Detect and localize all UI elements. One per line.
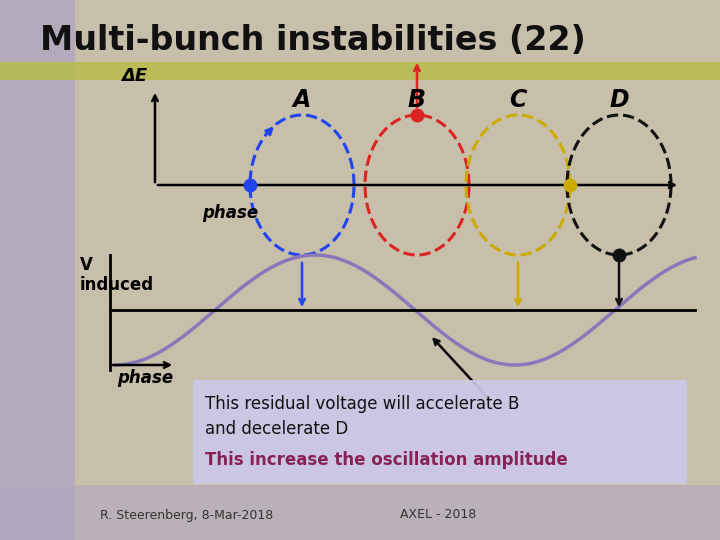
FancyBboxPatch shape: [193, 380, 687, 484]
Text: phase: phase: [117, 369, 173, 387]
Bar: [0, 0, 75, 540]
Text: Multi-bunch instabilities (22): Multi-bunch instabilities (22): [40, 24, 586, 57]
Text: R. Steerenberg, 8-Mar-2018: R. Steerenberg, 8-Mar-2018: [100, 509, 274, 522]
Text: B: B: [408, 88, 426, 112]
Text: AXEL - 2018: AXEL - 2018: [400, 509, 476, 522]
Text: V
induced: V induced: [80, 255, 154, 294]
Text: A: A: [293, 88, 311, 112]
Text: ΔE: ΔE: [121, 67, 147, 85]
Text: phase: phase: [202, 204, 258, 222]
Bar: [0, 485, 720, 540]
Text: This residual voltage will accelerate B
and decelerate D: This residual voltage will accelerate B …: [205, 395, 519, 438]
Text: This increase the oscillation amplitude: This increase the oscillation amplitude: [205, 451, 568, 469]
Text: C: C: [509, 88, 527, 112]
Bar: [0, 62, 720, 80]
Text: D: D: [609, 88, 629, 112]
